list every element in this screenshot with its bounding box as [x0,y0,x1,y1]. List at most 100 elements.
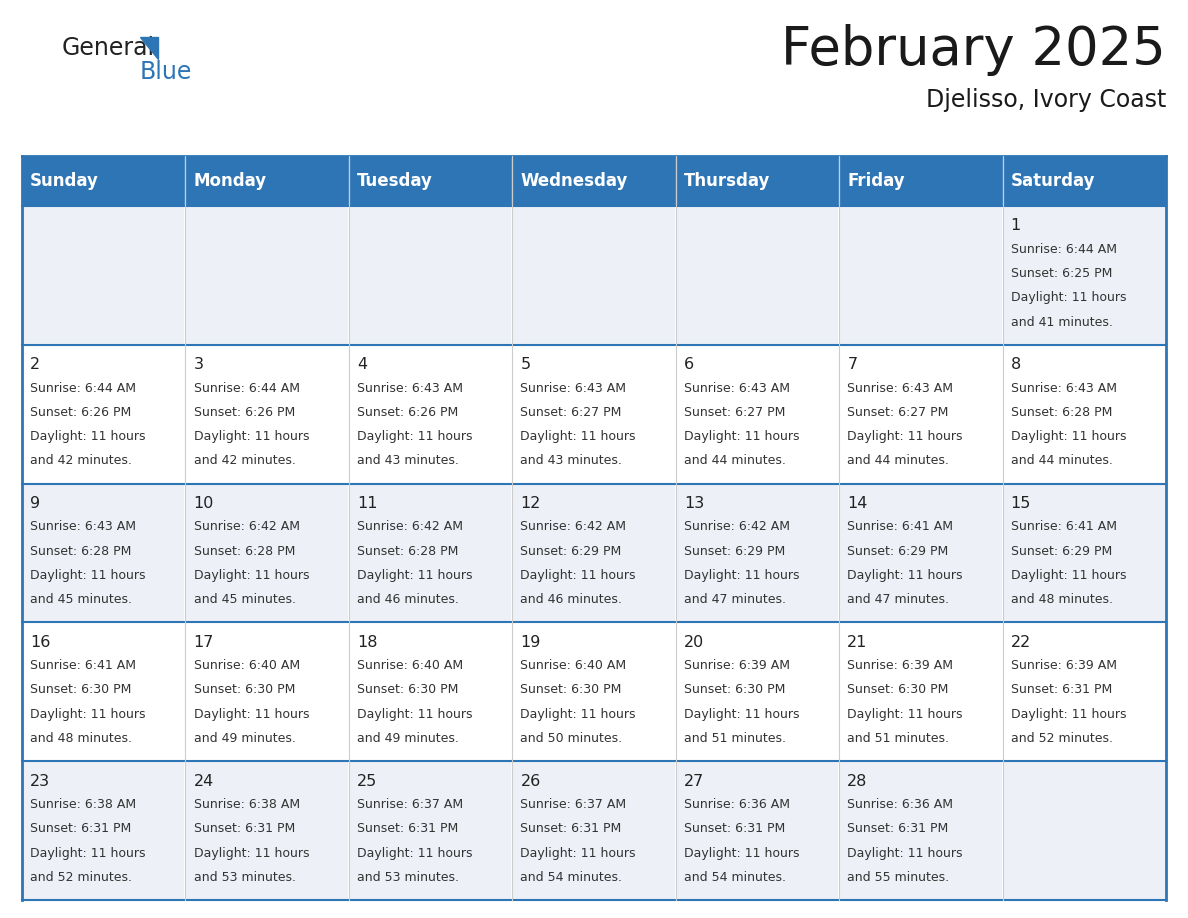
Text: 12: 12 [520,496,541,511]
Text: Sunset: 6:29 PM: Sunset: 6:29 PM [684,544,785,557]
Text: and 48 minutes.: and 48 minutes. [1011,593,1113,606]
Text: Daylight: 11 hours: Daylight: 11 hours [684,431,800,443]
Bar [839,156,1003,206]
Text: Daylight: 11 hours: Daylight: 11 hours [358,846,473,859]
Text: Sunrise: 6:42 AM: Sunrise: 6:42 AM [520,521,626,533]
Text: Wednesday: Wednesday [520,172,627,190]
Bar [349,206,512,345]
Bar [185,622,349,761]
Bar [512,484,676,622]
Text: Sunrise: 6:43 AM: Sunrise: 6:43 AM [1011,382,1117,395]
Text: Daylight: 11 hours: Daylight: 11 hours [1011,431,1126,443]
Text: Blue: Blue [140,60,192,84]
Text: and 44 minutes.: and 44 minutes. [847,454,949,467]
Text: and 42 minutes.: and 42 minutes. [30,454,132,467]
Text: Sunset: 6:26 PM: Sunset: 6:26 PM [30,406,132,419]
Text: Sunset: 6:31 PM: Sunset: 6:31 PM [358,823,459,835]
Text: and 51 minutes.: and 51 minutes. [684,732,786,745]
Bar [676,156,839,206]
Bar [349,761,512,900]
Bar [23,622,185,761]
Text: Daylight: 11 hours: Daylight: 11 hours [194,431,309,443]
Text: Sunrise: 6:41 AM: Sunrise: 6:41 AM [1011,521,1117,533]
Text: Sunrise: 6:39 AM: Sunrise: 6:39 AM [684,659,790,672]
Text: 15: 15 [1011,496,1031,511]
Text: 16: 16 [30,635,51,650]
Text: Daylight: 11 hours: Daylight: 11 hours [194,846,309,859]
Text: Djelisso, Ivory Coast: Djelisso, Ivory Coast [925,88,1165,112]
Bar [185,156,349,206]
Bar [512,156,676,206]
Text: 2: 2 [30,357,40,373]
Text: and 54 minutes.: and 54 minutes. [684,871,786,884]
Text: Sunset: 6:25 PM: Sunset: 6:25 PM [1011,267,1112,280]
Text: Sunset: 6:26 PM: Sunset: 6:26 PM [194,406,295,419]
Text: 1: 1 [1011,218,1020,233]
Text: 28: 28 [847,774,867,789]
Text: Sunrise: 6:42 AM: Sunrise: 6:42 AM [194,521,299,533]
Text: Daylight: 11 hours: Daylight: 11 hours [1011,569,1126,582]
Bar [1003,761,1165,900]
Text: Sunset: 6:30 PM: Sunset: 6:30 PM [520,684,621,697]
Text: Thursday: Thursday [684,172,770,190]
Text: Sunrise: 6:43 AM: Sunrise: 6:43 AM [30,521,137,533]
Text: Sunset: 6:30 PM: Sunset: 6:30 PM [194,684,295,697]
Text: Sunrise: 6:36 AM: Sunrise: 6:36 AM [847,798,953,811]
Text: Daylight: 11 hours: Daylight: 11 hours [30,569,146,582]
Text: Sunset: 6:27 PM: Sunset: 6:27 PM [520,406,621,419]
Bar [839,206,1003,345]
Text: Daylight: 11 hours: Daylight: 11 hours [30,846,146,859]
Text: Sunrise: 6:36 AM: Sunrise: 6:36 AM [684,798,790,811]
Bar [512,622,676,761]
Bar [23,761,185,900]
Text: Daylight: 11 hours: Daylight: 11 hours [684,846,800,859]
Text: Sunrise: 6:44 AM: Sunrise: 6:44 AM [1011,242,1117,256]
Text: Sunset: 6:31 PM: Sunset: 6:31 PM [194,823,295,835]
Bar [676,622,839,761]
Text: Sunrise: 6:41 AM: Sunrise: 6:41 AM [847,521,953,533]
Text: 22: 22 [1011,635,1031,650]
Text: Daylight: 11 hours: Daylight: 11 hours [358,431,473,443]
Text: Sunset: 6:29 PM: Sunset: 6:29 PM [520,544,621,557]
Text: and 47 minutes.: and 47 minutes. [684,593,786,606]
Text: Sunset: 6:28 PM: Sunset: 6:28 PM [1011,406,1112,419]
Text: Sunrise: 6:38 AM: Sunrise: 6:38 AM [30,798,137,811]
Text: February 2025: February 2025 [782,24,1165,76]
Text: Daylight: 11 hours: Daylight: 11 hours [520,431,636,443]
Text: Sunrise: 6:42 AM: Sunrise: 6:42 AM [358,521,463,533]
Bar [23,484,185,622]
Bar [23,156,185,206]
Text: and 53 minutes.: and 53 minutes. [194,871,296,884]
Text: Sunset: 6:30 PM: Sunset: 6:30 PM [684,684,785,697]
Bar [349,484,512,622]
Text: 6: 6 [684,357,694,373]
Text: Sunrise: 6:38 AM: Sunrise: 6:38 AM [194,798,299,811]
Text: Daylight: 11 hours: Daylight: 11 hours [30,708,146,721]
Bar [676,484,839,622]
Bar [839,345,1003,484]
Bar [185,345,349,484]
Text: Daylight: 11 hours: Daylight: 11 hours [1011,708,1126,721]
Text: and 42 minutes.: and 42 minutes. [194,454,296,467]
Polygon shape [140,38,158,59]
Text: 8: 8 [1011,357,1020,373]
Text: and 49 minutes.: and 49 minutes. [194,732,296,745]
Text: 18: 18 [358,635,378,650]
Text: Daylight: 11 hours: Daylight: 11 hours [358,569,473,582]
Bar [1003,206,1165,345]
Bar [839,484,1003,622]
Text: Daylight: 11 hours: Daylight: 11 hours [1011,291,1126,305]
Text: Sunset: 6:29 PM: Sunset: 6:29 PM [847,544,948,557]
Text: and 41 minutes.: and 41 minutes. [1011,316,1113,329]
Bar [349,622,512,761]
Bar [185,761,349,900]
Bar [839,761,1003,900]
Text: 19: 19 [520,635,541,650]
Text: and 54 minutes.: and 54 minutes. [520,871,623,884]
Text: Sunset: 6:30 PM: Sunset: 6:30 PM [30,684,132,697]
Text: Sunrise: 6:44 AM: Sunrise: 6:44 AM [194,382,299,395]
Text: Sunday: Sunday [30,172,99,190]
Text: Sunrise: 6:41 AM: Sunrise: 6:41 AM [30,659,137,672]
Bar [512,206,676,345]
Text: Daylight: 11 hours: Daylight: 11 hours [684,569,800,582]
